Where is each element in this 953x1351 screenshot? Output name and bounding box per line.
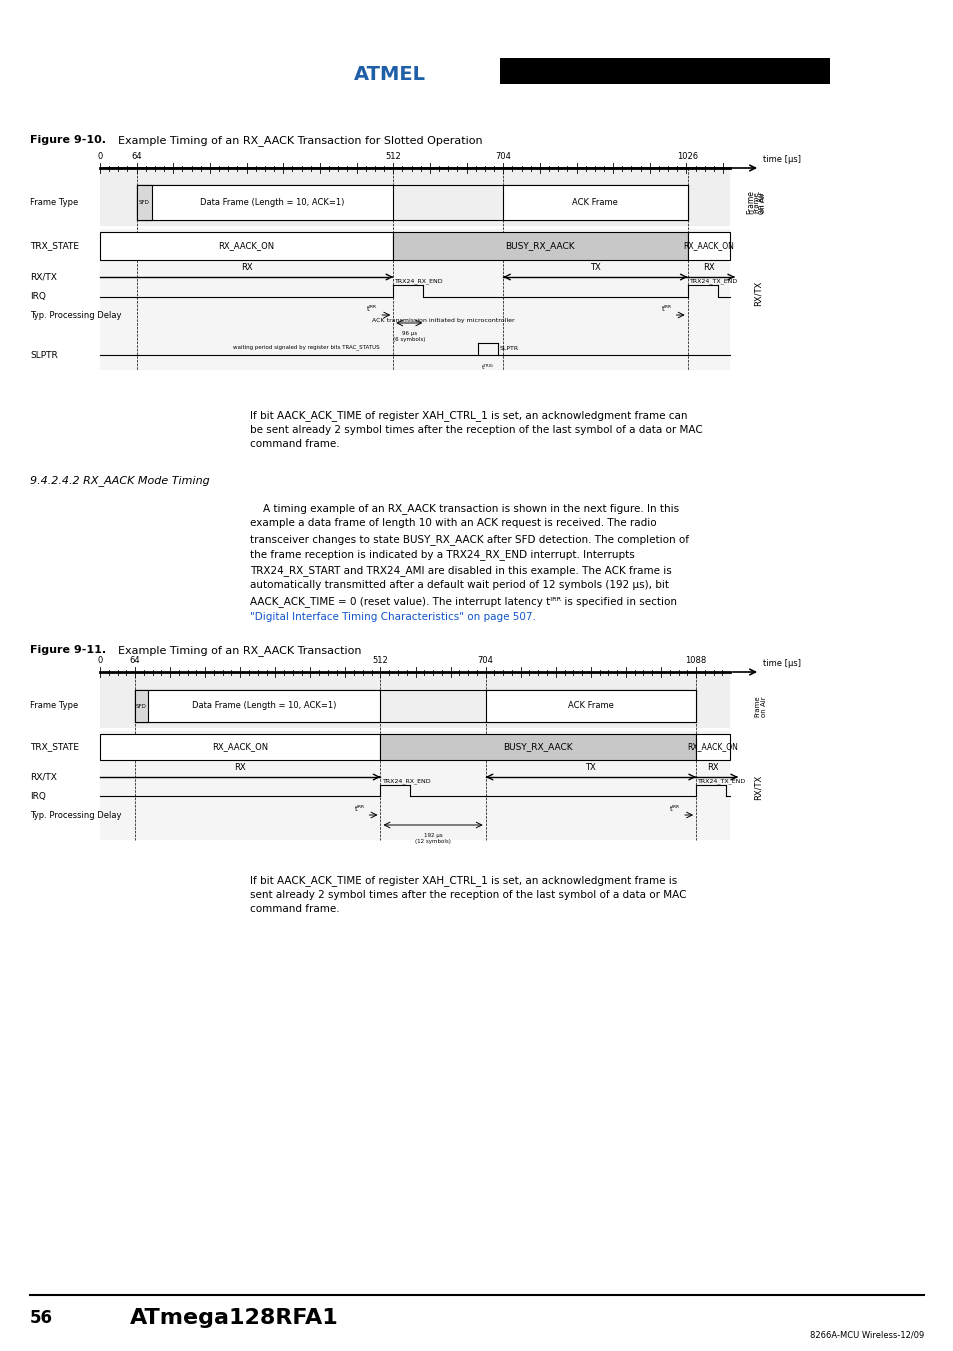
Bar [100,232,393,259]
Text: tᴵᴿᴿ: tᴵᴿᴿ [669,807,679,812]
Bar [135,690,380,721]
Text: SFD: SFD [138,200,150,205]
Text: RX_AACK_ON: RX_AACK_ON [212,743,268,751]
Bar [135,690,148,721]
Text: RX_AACK_ON: RX_AACK_ON [218,242,274,250]
Text: TRX24_RX_START and TRX24_AMI are disabled in this example. The ACK frame is: TRX24_RX_START and TRX24_AMI are disable… [250,565,671,576]
Bar [502,185,687,220]
Text: 96 μs
(6 symbols): 96 μs (6 symbols) [393,331,425,342]
Text: 512: 512 [385,153,400,161]
Text: the frame reception is indicated by a TRX24_RX_END interrupt. Interrupts: the frame reception is indicated by a TR… [250,550,634,561]
Text: 704: 704 [477,657,493,665]
Text: example a data frame of length 10 with an ACK request is received. The radio: example a data frame of length 10 with a… [250,519,656,528]
Text: If bit AACK_ACK_TIME of register XAH_CTRL_1 is set, an acknowledgment frame is
s: If bit AACK_ACK_TIME of register XAH_CTR… [250,875,686,913]
Text: time [μs]: time [μs] [762,155,801,163]
Text: If bit AACK_ACK_TIME of register XAH_CTRL_1 is set, an acknowledgment frame can
: If bit AACK_ACK_TIME of register XAH_CTR… [250,409,702,449]
Text: tᵀᴿᴵᴳ: tᵀᴿᴵᴳ [481,365,494,370]
Bar [499,58,829,84]
Text: BUSY_RX_AACK: BUSY_RX_AACK [505,242,575,250]
Text: time [μs]: time [μs] [762,659,801,667]
Text: Typ. Processing Delay: Typ. Processing Delay [30,811,121,820]
Text: Figure 9-11.: Figure 9-11. [30,644,106,655]
Text: RX_AACK_ON: RX_AACK_ON [687,743,738,751]
Text: Figure 9-10.: Figure 9-10. [30,135,106,145]
Text: Frame Type: Frame Type [30,199,78,207]
Text: TRX24_TX_END: TRX24_TX_END [698,778,745,784]
Text: "Digital Interface Timing Characteristics" on page 507.: "Digital Interface Timing Characteristic… [250,612,536,621]
Text: 0: 0 [97,657,103,665]
Text: ACK Frame: ACK Frame [567,701,613,711]
Text: Typ. Processing Delay: Typ. Processing Delay [30,311,121,319]
Text: 56: 56 [30,1309,53,1327]
Text: TRX24_RX_END: TRX24_RX_END [382,778,431,784]
Text: automatically transmitted after a default wait period of 12 symbols (192 μs), bi: automatically transmitted after a defaul… [250,581,668,590]
Text: Data Frame (Length = 10, ACK=1): Data Frame (Length = 10, ACK=1) [192,701,336,711]
Text: 64: 64 [130,657,140,665]
Text: Data Frame (Length = 10, ACK=1): Data Frame (Length = 10, ACK=1) [200,199,344,207]
Bar [393,232,687,259]
Text: Example Timing of an RX_AACK Transaction: Example Timing of an RX_AACK Transaction [118,644,361,655]
Text: 9.4.2.4.2 RX_AACK Mode Timing: 9.4.2.4.2 RX_AACK Mode Timing [30,476,210,486]
Text: Frame
on Air: Frame on Air [752,192,765,213]
Text: RX_AACK_ON: RX_AACK_ON [682,242,734,250]
Text: TRX_STATE: TRX_STATE [30,242,79,250]
Bar [485,690,696,721]
Text: IRQ: IRQ [30,293,46,301]
Text: A timing example of an RX_AACK transaction is shown in the next figure. In this: A timing example of an RX_AACK transacti… [250,503,679,513]
Bar [100,673,729,728]
Text: RX: RX [702,263,714,272]
Text: RX/TX: RX/TX [30,273,57,281]
Text: SFD: SFD [136,704,147,708]
Text: RX: RX [240,263,253,272]
Text: RX/TX: RX/TX [753,774,761,800]
Text: Frame
on Air: Frame on Air [745,190,765,215]
Text: tᴵᴿᴿ: tᴵᴿᴿ [661,305,671,312]
Bar [100,230,729,370]
Text: 64: 64 [132,153,142,161]
Text: 512: 512 [373,657,388,665]
Text: TX: TX [589,263,600,272]
Text: tᴵᴿᴿ: tᴵᴿᴿ [367,305,376,312]
Text: AACK_ACK_TIME = 0 (reset value). The interrupt latency tᴵᴿᴿ is specified in sect: AACK_ACK_TIME = 0 (reset value). The int… [250,596,677,607]
Bar [136,185,152,220]
Text: SLPTR: SLPTR [499,346,518,351]
Text: 8266A-MCU Wireless-12/09: 8266A-MCU Wireless-12/09 [809,1331,923,1340]
Text: 704: 704 [495,153,511,161]
Text: Example Timing of an RX_AACK Transaction for Slotted Operation: Example Timing of an RX_AACK Transaction… [118,135,482,146]
Bar [687,232,729,259]
Text: Frame Type: Frame Type [30,701,78,711]
Text: ACK Frame: ACK Frame [572,199,618,207]
Text: RX: RX [706,763,718,771]
Text: tᴵᴿᴿ: tᴵᴿᴿ [355,807,364,812]
Text: TRX_STATE: TRX_STATE [30,743,79,751]
Text: RX/TX: RX/TX [30,773,57,781]
Text: transceiver changes to state BUSY_RX_AACK after SFD detection. The completion of: transceiver changes to state BUSY_RX_AAC… [250,534,688,544]
Text: Frame
on Air: Frame on Air [753,696,766,717]
Bar [136,185,393,220]
Bar [100,731,729,840]
Text: 0: 0 [97,153,103,161]
Bar [696,734,729,761]
Text: RX: RX [234,763,246,771]
Text: SLPTR: SLPTR [30,350,58,359]
Text: BUSY_RX_AACK: BUSY_RX_AACK [503,743,573,751]
Bar [380,734,696,761]
Text: TX: TX [585,763,596,771]
Bar [100,734,380,761]
Bar [100,169,729,226]
Text: 1026: 1026 [677,153,698,161]
Text: IRQ: IRQ [30,792,46,801]
Text: RX/TX: RX/TX [753,281,761,307]
Text: TRX24_TX_END: TRX24_TX_END [689,278,737,284]
Text: ATMEL: ATMEL [354,65,426,85]
Text: waiting period signaled by register bits TRAC_STATUS: waiting period signaled by register bits… [233,345,379,350]
Text: ATmega128RFA1: ATmega128RFA1 [130,1308,338,1328]
Text: ACK transmission initiated by microcontroller: ACK transmission initiated by microcontr… [372,317,515,323]
Text: 1088: 1088 [684,657,706,665]
Text: TRX24_RX_END: TRX24_RX_END [395,278,443,284]
Text: 192 μs
(12 symbols): 192 μs (12 symbols) [415,834,451,844]
